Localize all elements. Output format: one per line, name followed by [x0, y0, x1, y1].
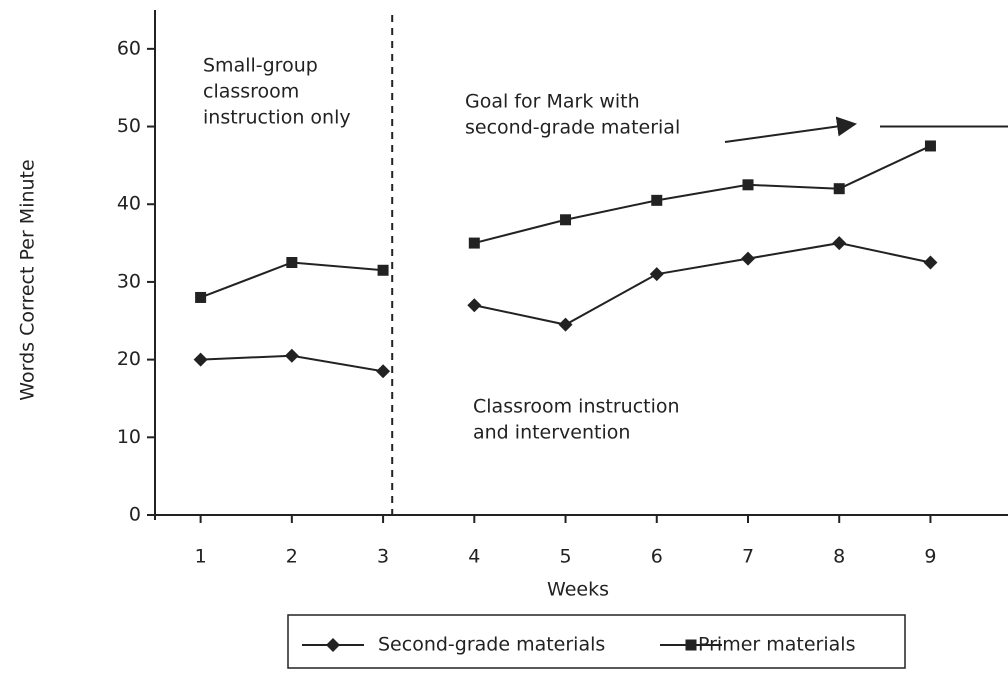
annotation: classroom	[203, 81, 299, 103]
series-line	[474, 145, 931, 245]
data-point	[284, 348, 299, 363]
data-point	[923, 255, 938, 270]
data-point	[924, 140, 936, 152]
x-tick-label: 6	[651, 546, 663, 568]
data-point	[832, 236, 847, 251]
annotation: Classroom instruction	[473, 396, 680, 418]
data-point	[649, 267, 664, 282]
x-tick-label: 4	[468, 546, 480, 568]
y-tick-label: 50	[117, 115, 141, 137]
x-tick-label: 3	[377, 546, 389, 568]
goal-arrow	[724, 116, 857, 143]
data-point	[833, 183, 845, 195]
annotation: Small-group	[203, 55, 318, 77]
data-point	[467, 298, 482, 313]
x-tick-label: 2	[286, 546, 298, 568]
x-tick-label: 1	[195, 546, 207, 568]
y-tick-label: 20	[117, 348, 141, 370]
annotation: Goal for Mark with	[465, 91, 640, 113]
legend-marker	[326, 638, 340, 652]
y-tick-label: 60	[117, 37, 141, 59]
annotation: instruction only	[203, 107, 351, 129]
annotation: second-grade material	[465, 117, 680, 139]
legend-box	[287, 614, 906, 669]
data-point	[742, 179, 754, 191]
y-tick-label: 30	[117, 270, 141, 292]
data-point	[558, 317, 573, 332]
series-line	[474, 242, 931, 326]
data-point	[740, 251, 755, 266]
data-point	[468, 237, 480, 249]
y-tick-label: 0	[129, 504, 141, 526]
y-axis-label: Words Correct Per Minute	[17, 159, 39, 400]
data-point	[286, 257, 298, 268]
y-tick-label: 40	[117, 193, 141, 215]
x-tick-label: 7	[742, 546, 754, 568]
x-axis-label: Weeks	[547, 579, 609, 601]
data-point	[376, 364, 391, 379]
data-point	[560, 214, 572, 226]
data-point	[195, 291, 207, 303]
data-point	[377, 264, 389, 276]
y-tick-label: 10	[117, 426, 141, 448]
data-point	[193, 352, 208, 367]
legend-label: Primer materials	[698, 634, 855, 656]
legend-marker	[685, 639, 697, 651]
x-tick-label: 8	[833, 546, 845, 568]
data-point	[651, 194, 663, 206]
x-tick-label: 5	[559, 546, 571, 568]
x-tick-label: 9	[924, 546, 936, 568]
legend-label: Second-grade materials	[378, 634, 605, 656]
annotation: and intervention	[473, 422, 630, 444]
